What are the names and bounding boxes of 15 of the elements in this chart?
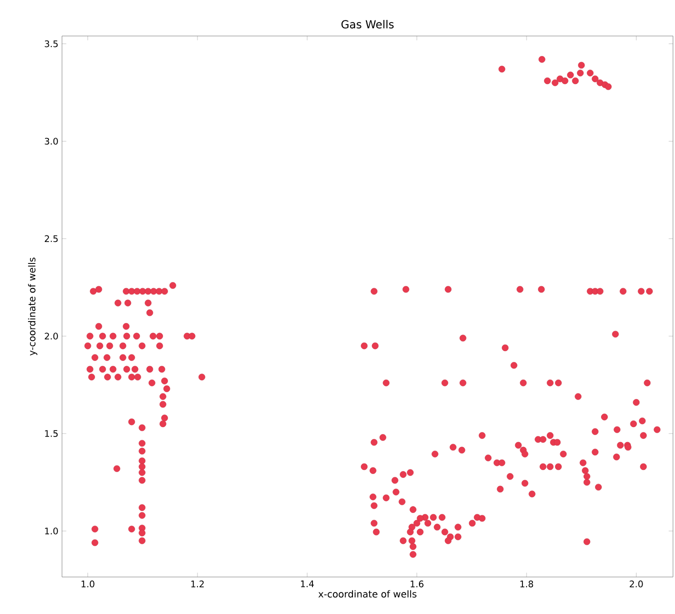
y-tick-label: 3.5	[44, 40, 58, 48]
x-tick-label: 1.6	[410, 580, 424, 588]
y-tick-label: 2.0	[44, 332, 58, 340]
chart-title: Gas Wells	[341, 20, 394, 28]
x-tick-label: 1.0	[82, 580, 94, 588]
y-axis-title: y-coordinate of wells	[28, 258, 38, 356]
y-tick-label: 2.5	[44, 235, 58, 242]
x-tick-label: 2.0	[630, 580, 643, 588]
y-tick-label: 1.5	[45, 430, 58, 437]
x-tick-label: 1.2	[191, 580, 204, 588]
y-tick-label: 1.0	[45, 528, 58, 534]
x-tick-label: 1.4	[301, 580, 314, 588]
x-tick-label: 1.8	[520, 580, 534, 588]
x-axis-title: x-coordinate of wells	[318, 590, 416, 598]
y-tick-label: 3.0	[44, 138, 58, 145]
